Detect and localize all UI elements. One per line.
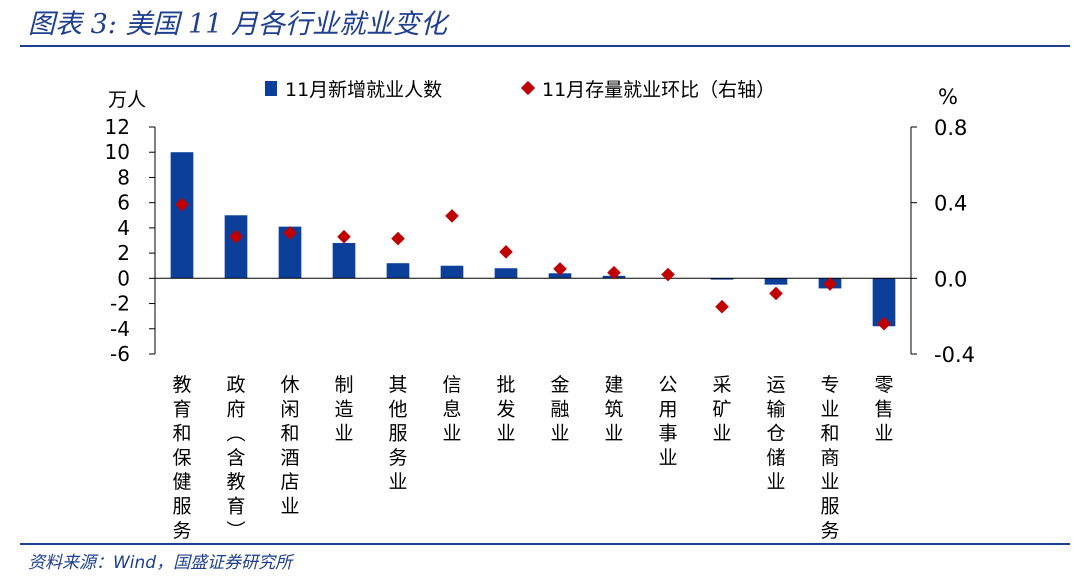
category-label: 金融业 — [550, 374, 569, 445]
marker — [283, 226, 297, 240]
bar — [224, 215, 248, 279]
legend: 11月新增就业人数 11月存量就业环比（右轴） — [265, 79, 775, 101]
bar — [872, 278, 896, 327]
marker — [553, 262, 567, 276]
category-label: 批发业 — [496, 374, 515, 445]
y-left-tick-label: -4 — [110, 317, 130, 341]
marker — [391, 231, 405, 246]
y-left-tick-label: 4 — [117, 216, 130, 240]
source-note: 资料来源：Wind，国盛证券研究所 — [28, 553, 293, 573]
y-right-tick-label: 0.0 — [934, 267, 967, 291]
marker — [877, 316, 891, 331]
y-left-tick-label: 2 — [117, 241, 130, 265]
category-label: 制造业 — [334, 374, 353, 445]
category-label: 信息业 — [442, 374, 461, 445]
category-label: 其他服务业 — [388, 374, 407, 493]
title-rule — [20, 45, 1070, 47]
category-label: 教育和保健服务 — [172, 374, 191, 540]
marker — [175, 197, 189, 212]
y-right-tick-label: 0.8 — [934, 116, 967, 140]
y-left-tick-label: 0 — [117, 266, 130, 290]
figure-title: 图表 3: 美国 11 月各行业就业变化 — [28, 9, 447, 40]
y-left-tick-label: -2 — [110, 292, 130, 316]
marker — [769, 286, 783, 301]
marker — [715, 299, 729, 314]
y-right-tick-label: -0.4 — [934, 343, 975, 367]
marker — [445, 209, 459, 223]
y-left-tick-label: 8 — [117, 165, 130, 189]
bar — [494, 268, 518, 279]
y-axis-left-label: 万人 — [108, 89, 146, 111]
marker — [823, 277, 837, 291]
marker — [499, 245, 513, 259]
bar — [332, 243, 356, 279]
y-left-tick-label: 12 — [105, 115, 130, 139]
legend-marker-label: 11月存量就业环比（右轴） — [542, 79, 775, 101]
marker — [607, 265, 621, 280]
category-label: 零售业 — [874, 374, 893, 445]
marker — [229, 229, 243, 244]
bar — [764, 278, 788, 285]
y-right-tick-label: 0.4 — [934, 192, 967, 216]
category-label: 休闲和酒店业 — [280, 374, 299, 518]
y-left-tick-label: -6 — [110, 342, 130, 366]
chart: 11月新增就业人数 11月存量就业环比（右轴） 万人 % 121086420-2… — [105, 79, 975, 540]
bar — [278, 226, 302, 279]
y-left-tick-label: 6 — [117, 191, 130, 215]
category-label: 公用事业 — [658, 374, 677, 469]
legend-bar-swatch — [265, 81, 277, 96]
marker — [661, 267, 675, 282]
category-label: 采矿业 — [712, 374, 731, 445]
bar — [170, 152, 194, 279]
y-axis-right-label: % — [938, 85, 958, 109]
bar — [440, 265, 464, 279]
marker — [337, 229, 351, 244]
legend-marker-swatch — [520, 80, 536, 96]
bar — [710, 278, 734, 280]
bar — [548, 273, 572, 279]
source-rule — [20, 543, 1070, 545]
category-label: 政府︵含教育︶ — [226, 374, 245, 540]
category-label: 运输仓储业 — [766, 374, 785, 493]
y-left-tick-label: 10 — [105, 140, 130, 164]
category-label: 专业和商业服务 — [820, 374, 839, 540]
category-label: 建筑业 — [604, 374, 623, 445]
legend-bar-label: 11月新增就业人数 — [285, 79, 442, 101]
bar — [386, 263, 410, 279]
